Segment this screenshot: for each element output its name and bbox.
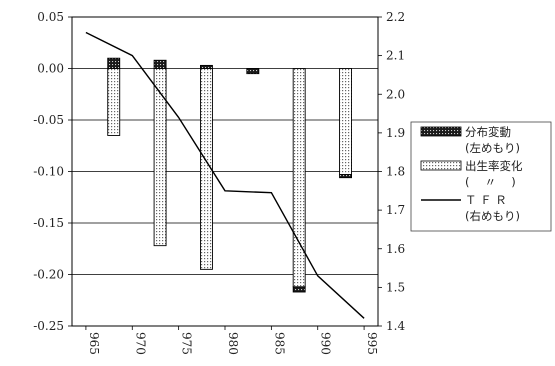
bar-distribution-change <box>339 174 352 179</box>
x-tick-label: 970 <box>133 332 147 355</box>
bar-distribution-change <box>107 57 121 69</box>
bar-distribution-change <box>200 64 213 69</box>
bar-fertility-change <box>339 68 352 176</box>
right-tick-label: 1.4 <box>386 319 405 333</box>
left-tick-label: -0.10 <box>33 165 64 179</box>
x-tick-label: 965 <box>87 332 101 355</box>
left-tick-label: 0.05 <box>37 10 64 24</box>
x-tick-label: 990 <box>319 332 333 355</box>
left-tick-label: -0.15 <box>33 216 64 230</box>
legend-sub-distribution-change: (左めもり) <box>465 141 520 155</box>
x-tick-label: 985 <box>272 332 286 355</box>
x-tick-label: 980 <box>226 332 240 355</box>
legend-sub-tfr: (右めもり) <box>465 209 520 223</box>
left-tick-label: 0.00 <box>37 62 64 76</box>
left-tick-label: -0.25 <box>33 319 64 333</box>
legend-swatch-distribution-change <box>420 126 462 137</box>
bar-distribution-change <box>292 286 306 293</box>
legend-label-distribution-change: 分布変動 <box>465 125 511 139</box>
x-axis-ticks: 965 970 975 980 985 990 995 <box>85 326 379 355</box>
right-tick-label: 1.6 <box>386 242 405 256</box>
right-tick-label: 2.2 <box>386 10 405 24</box>
right-tick-label: 1.5 <box>386 280 405 294</box>
bar-fertility-change <box>107 68 121 136</box>
left-tick-label: -0.05 <box>33 113 64 127</box>
bars <box>107 57 352 293</box>
right-tick-label: 2.1 <box>386 49 405 63</box>
right-tick-label: 1.9 <box>386 126 405 140</box>
legend-frame <box>410 121 552 232</box>
legend-sub-fertility-change: ( 〃 ) <box>465 175 516 189</box>
bar-fertility-change <box>153 68 167 247</box>
left-axis-ticks: 0.05 0.00 -0.05 -0.10 -0.15 -0.20 -0.25 <box>33 10 72 333</box>
legend-label-tfr: Ｔ Ｆ Ｒ <box>465 193 507 207</box>
x-tick-label: 975 <box>180 332 194 355</box>
bar-distribution-change <box>246 68 260 75</box>
left-tick-label: -0.20 <box>33 268 64 282</box>
bar-distribution-change <box>153 59 167 69</box>
bar-fertility-change <box>292 68 306 288</box>
right-tick-label: 1.8 <box>386 165 405 179</box>
x-tick-label: 995 <box>365 332 379 355</box>
right-tick-label: 2.0 <box>386 87 405 101</box>
right-axis-ticks: 2.2 2.1 2.0 1.9 1.8 1.7 1.6 1.5 1.4 <box>378 10 405 333</box>
legend-label-fertility-change: 出生率変化 <box>465 159 523 173</box>
legend: 分布変動 (左めもり) 出生率変化 ( 〃 ) Ｔ Ｆ Ｒ (右めもり) <box>410 121 552 232</box>
right-tick-label: 1.7 <box>386 203 405 217</box>
tfr-line <box>85 31 365 319</box>
legend-swatch-fertility-change <box>420 160 462 171</box>
